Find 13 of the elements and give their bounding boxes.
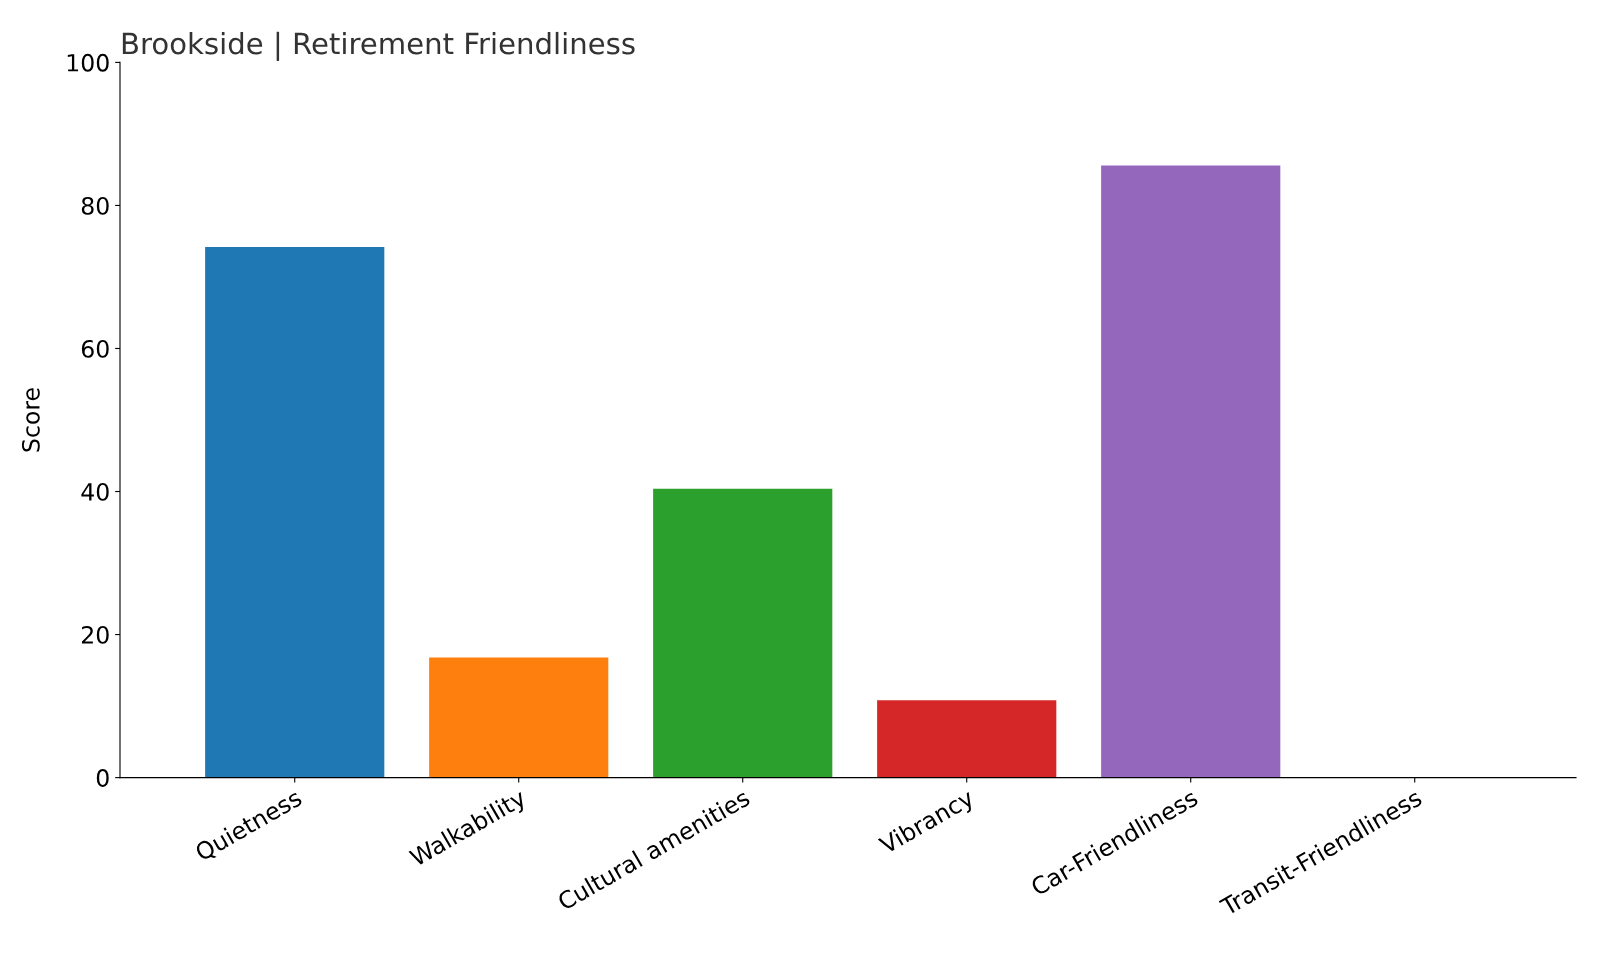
bar <box>653 488 833 778</box>
bar <box>877 700 1057 778</box>
y-axis-title: Score <box>21 388 40 452</box>
y-tick-label: 40 <box>81 482 109 501</box>
y-tick-label: 80 <box>81 196 109 215</box>
y-tick-label: 60 <box>81 339 109 358</box>
bar <box>1101 165 1281 778</box>
y-tick-label: 0 <box>96 769 109 787</box>
bar <box>429 657 609 778</box>
chart-title: Brookside | Retirement Friendliness <box>122 31 635 61</box>
bar <box>205 246 385 778</box>
y-tick-label: 20 <box>81 626 109 644</box>
y-tick-label: 100 <box>67 53 109 72</box>
